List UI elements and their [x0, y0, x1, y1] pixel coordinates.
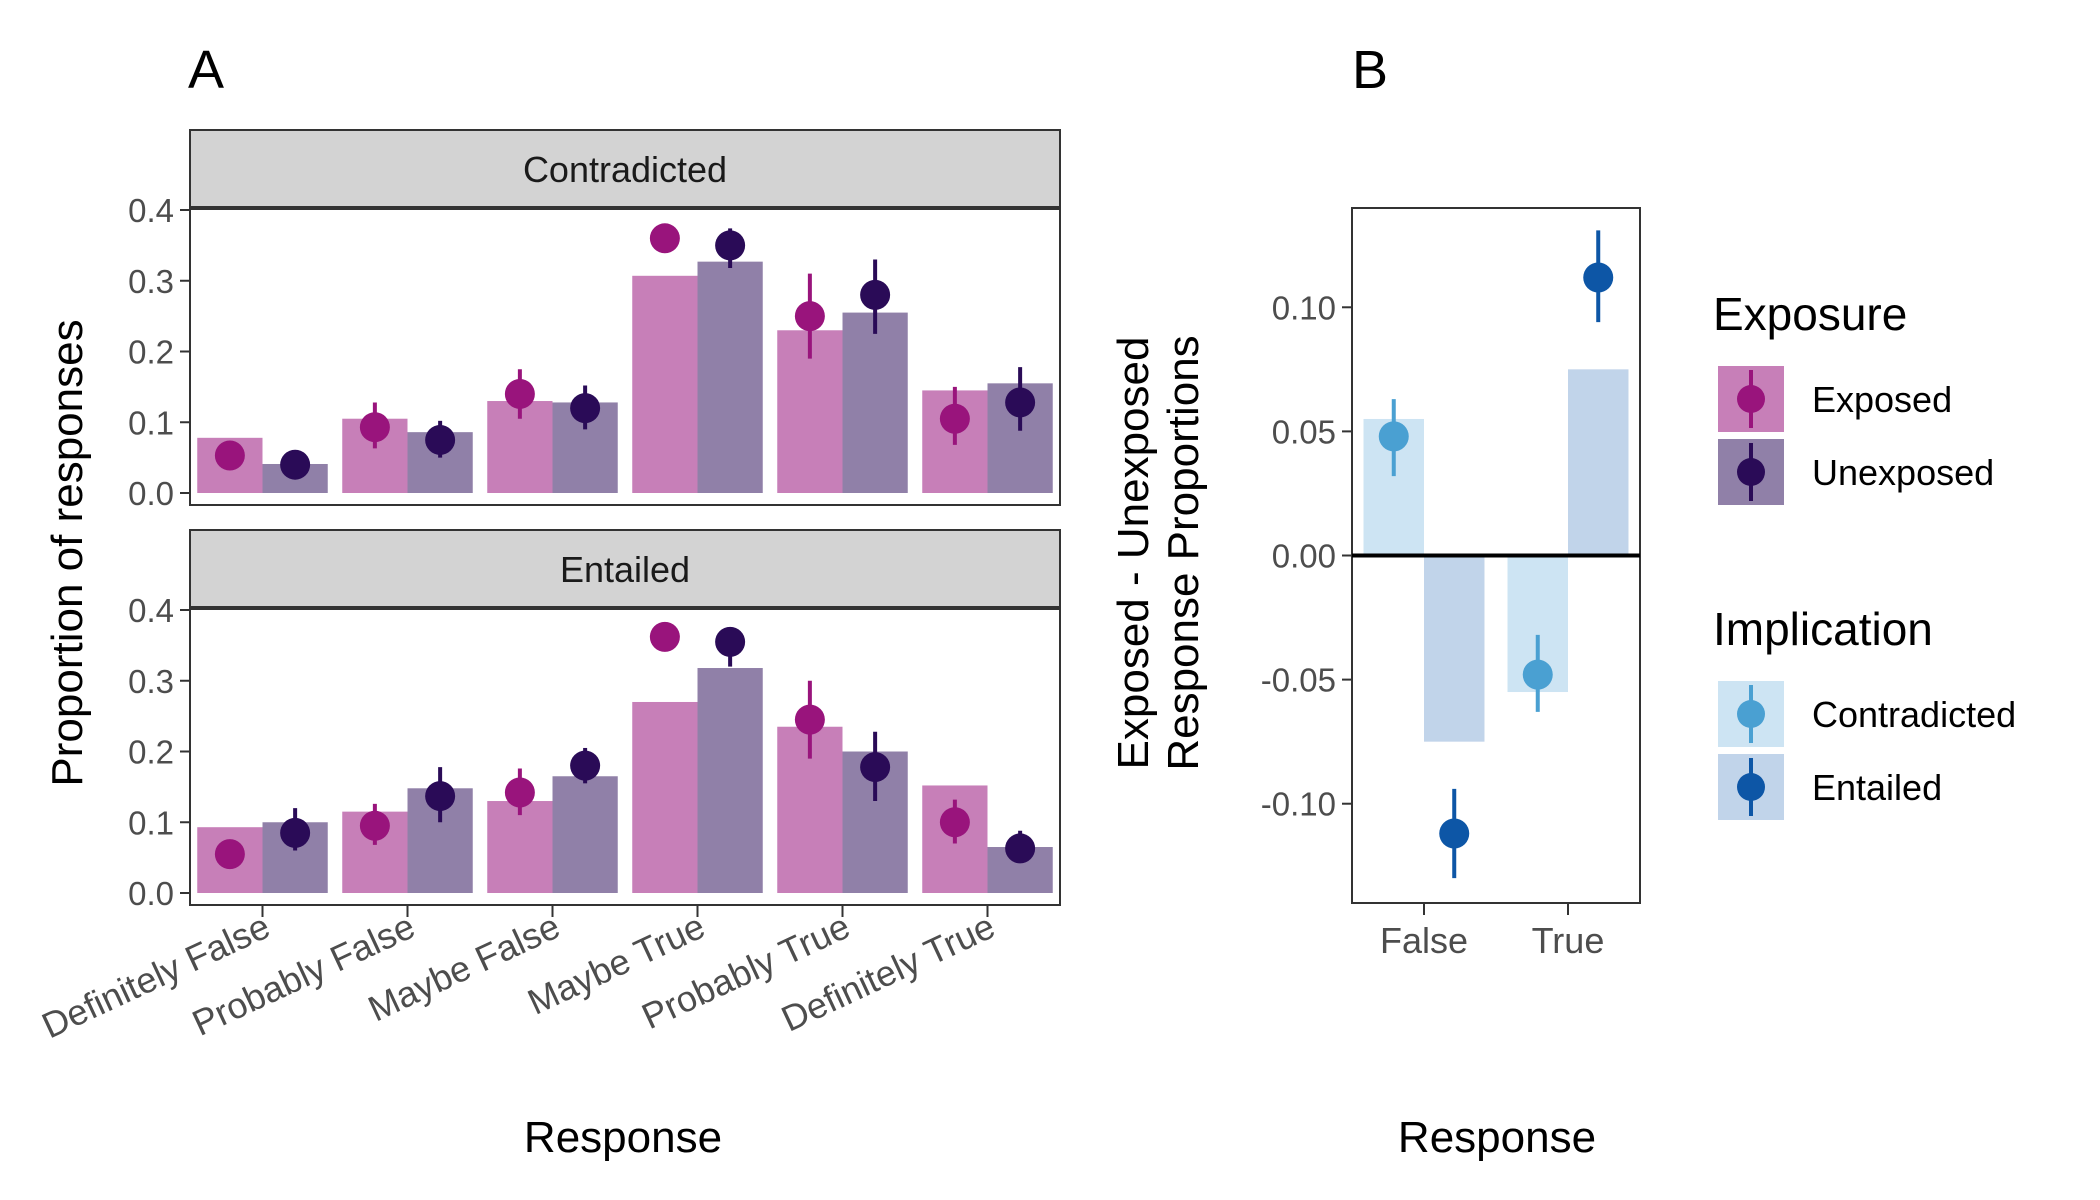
point-entailed-exposed: [649, 621, 680, 652]
y-tick-label: 0.3: [128, 663, 174, 700]
implication-legend: Implication Contradicted Entailed: [1713, 603, 2016, 820]
y-tick-label: 0.00: [1272, 538, 1336, 575]
x-tick-label: True: [1532, 920, 1605, 961]
facet-panel-entailed: [189, 607, 1061, 906]
point-contradicted-unexposed: [425, 424, 456, 455]
panel-b-y-axis-title-line1: Exposed - Unexposed: [1109, 337, 1158, 770]
point-contradicted-exposed: [939, 403, 970, 434]
point-contradicted-unexposed: [570, 393, 601, 424]
legend-key-entailed-dot: [1737, 773, 1765, 801]
bar-entailed-unexposed: [697, 668, 763, 893]
point-entailed-exposed: [939, 807, 970, 838]
point-entailed-unexposed: [715, 626, 746, 657]
legend-label-unexposed: Unexposed: [1812, 452, 1994, 493]
point-entailed-exposed: [214, 839, 245, 870]
panel-a-y-axis-title: Proportion of responses: [43, 319, 92, 786]
y-tick-label: 0.4: [128, 592, 174, 629]
point-entailed-unexposed: [570, 750, 601, 781]
panel-b-y-axis-title-line2: Response Proportions: [1159, 335, 1208, 770]
point-entailed-exposed: [504, 777, 535, 808]
y-tick-label: 0.1: [128, 804, 174, 841]
panel-a-x-axis-title: Response: [524, 1113, 722, 1162]
y-tick-label: 0.10: [1272, 289, 1336, 326]
y-tick-label: 0.1: [128, 404, 174, 441]
point-entailed: [1583, 262, 1614, 293]
bar-entailed: [1424, 555, 1485, 742]
legend-item-unexposed[interactable]: Unexposed: [1718, 439, 1994, 505]
y-tick-label: 0.4: [128, 192, 174, 229]
point-contradicted-exposed: [359, 412, 390, 443]
y-tick-label: 0.2: [128, 334, 174, 371]
legend-key-exposed-dot: [1737, 385, 1765, 413]
y-tick-label: 0.3: [128, 263, 174, 300]
panel-a-label: A: [188, 40, 224, 100]
point-contradicted-unexposed: [280, 449, 311, 480]
point-contradicted-unexposed: [715, 230, 746, 261]
point-contradicted-exposed: [794, 301, 825, 332]
point-contradicted-exposed: [504, 378, 535, 409]
point-entailed: [1439, 818, 1470, 849]
legend-label-entailed: Entailed: [1812, 767, 1942, 808]
point-entailed-exposed: [794, 704, 825, 735]
y-tick-label: 0.0: [128, 875, 174, 912]
legend-key-contradicted-dot: [1737, 700, 1765, 728]
point-contradicted-unexposed: [860, 279, 891, 310]
exposure-legend-title: Exposure: [1713, 288, 1907, 340]
panel-b-chart: 0.10 0.05 0.00 -0.05 -0.10 False True: [1261, 207, 1641, 961]
bar-contradicted-unexposed: [842, 312, 908, 493]
point-entailed-unexposed: [280, 817, 311, 848]
legend-label-exposed: Exposed: [1812, 379, 1952, 420]
bar-contradicted-exposed: [632, 275, 698, 493]
x-tick-label: False: [1380, 920, 1468, 961]
facet-strip-contradicted: [189, 129, 1061, 209]
legend-item-contradicted[interactable]: Contradicted: [1718, 681, 2016, 747]
facet-panel-contradicted: [189, 207, 1061, 506]
implication-legend-title: Implication: [1713, 603, 1933, 655]
facet-strip-label-contradicted: Contradicted: [523, 149, 727, 190]
point-contradicted-unexposed: [1005, 387, 1036, 418]
y-tick-label: 0.05: [1272, 413, 1336, 450]
point-entailed-exposed: [359, 810, 390, 841]
legend-key-unexposed-dot: [1737, 458, 1765, 486]
point-contradicted: [1522, 659, 1553, 690]
point-contradicted: [1378, 421, 1409, 452]
point-entailed-unexposed: [425, 781, 456, 812]
y-tick-label: 0.0: [128, 475, 174, 512]
point-entailed-unexposed: [860, 752, 891, 783]
bar-entailed-unexposed: [552, 776, 618, 893]
panel-b-label: B: [1352, 40, 1388, 100]
y-tick-label: 0.2: [128, 734, 174, 771]
bar-entailed: [1568, 369, 1629, 556]
legend-item-entailed[interactable]: Entailed: [1718, 754, 1942, 820]
facet-strip-entailed: [189, 529, 1061, 609]
bar-entailed-exposed: [632, 701, 698, 893]
point-entailed-unexposed: [1005, 833, 1036, 864]
point-contradicted-exposed: [214, 440, 245, 471]
exposure-legend: Exposure Exposed Unexposed: [1713, 288, 1994, 505]
y-tick-label: -0.10: [1261, 786, 1336, 823]
bar-contradicted-unexposed: [697, 261, 763, 493]
panel-a-chart: Contradicted 0.0 0.1 0.2 0.3 0.4 Entailed 0.0 0.…: [36, 129, 1061, 1046]
legend-item-exposed[interactable]: Exposed: [1718, 366, 1952, 432]
legend-label-contradicted: Contradicted: [1812, 694, 2016, 735]
bar-entailed-exposed: [487, 801, 553, 893]
point-contradicted-exposed: [649, 223, 680, 254]
facet-strip-label-entailed: Entailed: [560, 549, 690, 590]
panel-b-x-axis-title: Response: [1398, 1113, 1596, 1162]
y-tick-label: -0.05: [1261, 662, 1336, 699]
